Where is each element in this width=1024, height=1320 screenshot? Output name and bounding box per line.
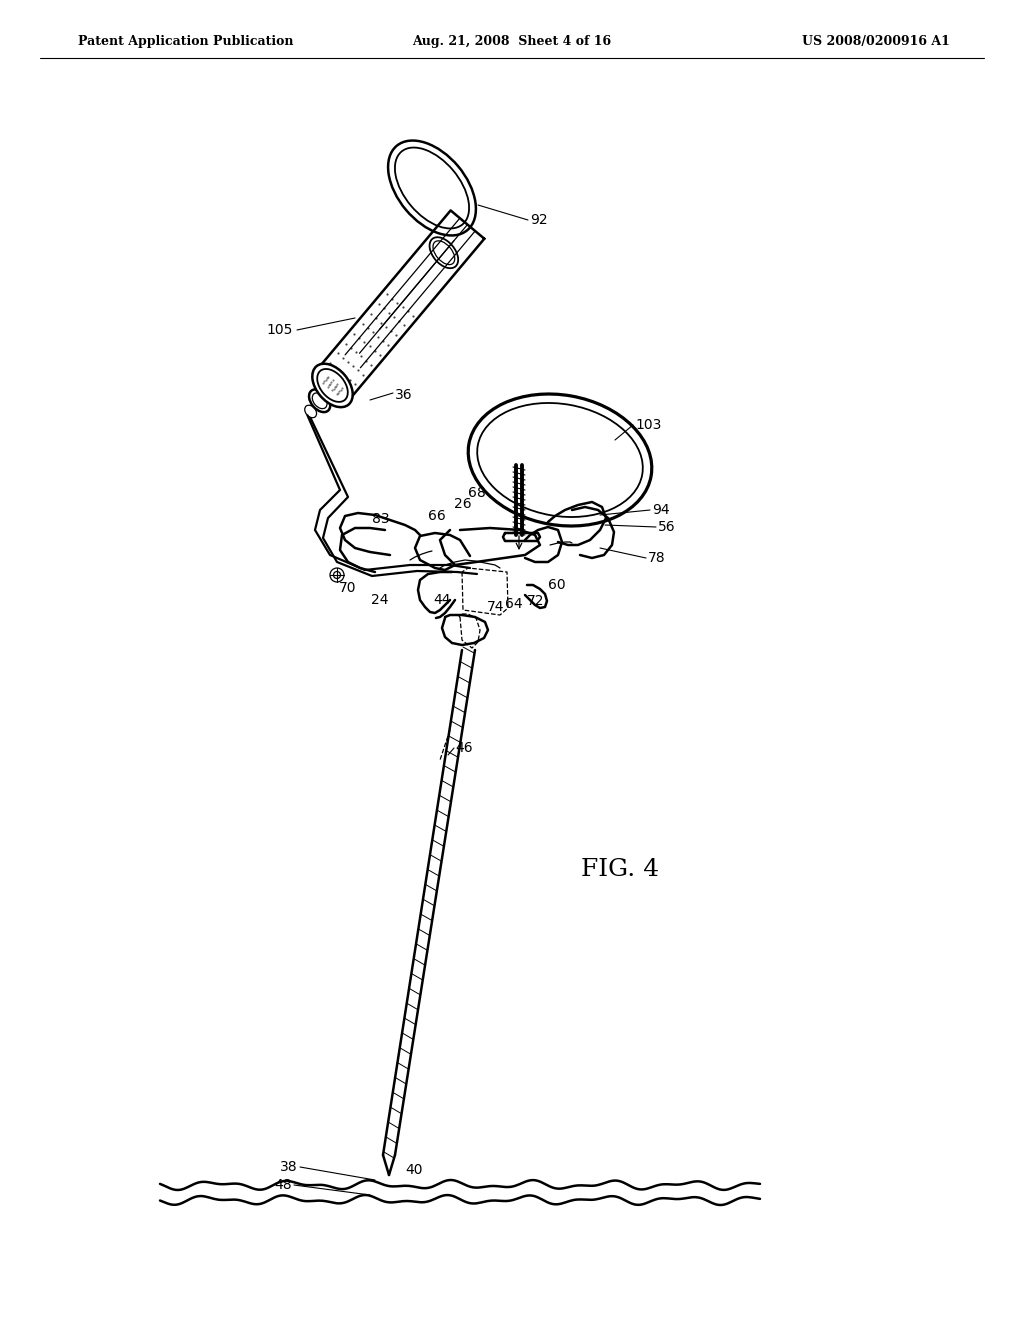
Text: 68: 68 [468,486,485,500]
Text: 94: 94 [652,503,670,517]
Text: 26: 26 [454,498,472,511]
Text: US 2008/0200916 A1: US 2008/0200916 A1 [802,36,950,49]
Text: 44: 44 [433,593,451,607]
Text: 92: 92 [530,213,548,227]
Text: 64: 64 [505,597,522,611]
Text: 72: 72 [527,594,545,609]
Text: 48: 48 [274,1177,292,1192]
Text: 38: 38 [281,1160,298,1173]
Text: Aug. 21, 2008  Sheet 4 of 16: Aug. 21, 2008 Sheet 4 of 16 [413,36,611,49]
Text: 70: 70 [339,581,356,595]
Text: 36: 36 [395,388,413,403]
Ellipse shape [317,370,348,401]
Text: 56: 56 [658,520,676,535]
Ellipse shape [477,403,643,517]
Text: 40: 40 [406,1163,423,1177]
Ellipse shape [312,364,352,407]
Text: 105: 105 [266,323,293,337]
Ellipse shape [468,393,652,525]
Text: FIG. 4: FIG. 4 [581,858,659,882]
Text: 24: 24 [371,593,388,607]
Text: 78: 78 [648,550,666,565]
Text: 83: 83 [373,512,390,525]
Text: 60: 60 [548,578,565,591]
Text: 74: 74 [487,601,505,614]
Text: 103: 103 [635,418,662,432]
Text: Patent Application Publication: Patent Application Publication [78,36,294,49]
Ellipse shape [388,140,476,235]
Text: 66: 66 [428,510,445,523]
Text: 46: 46 [455,741,473,755]
